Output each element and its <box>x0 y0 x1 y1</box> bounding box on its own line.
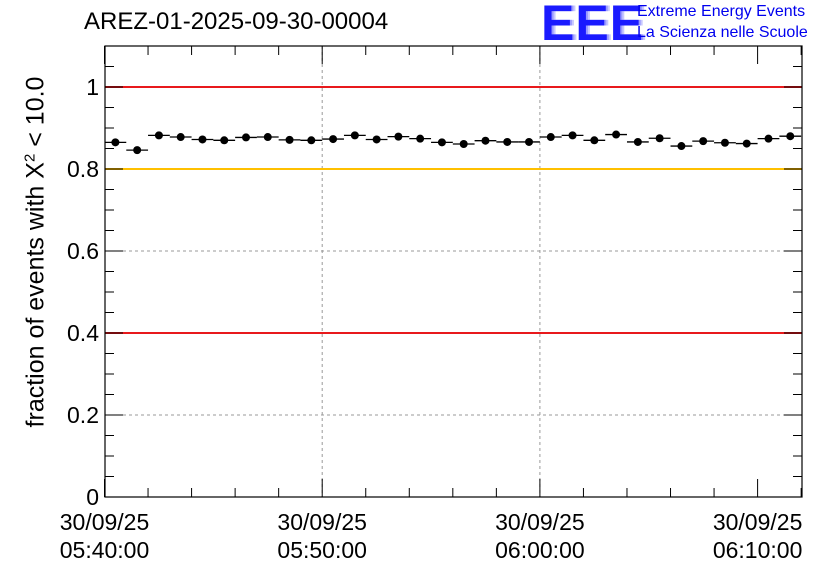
data-point <box>764 134 773 143</box>
data-point <box>481 136 490 145</box>
data-point <box>459 139 468 148</box>
data-point <box>242 133 251 142</box>
data-point <box>546 133 555 142</box>
logo-tagline-1: Extreme Energy Events <box>637 3 806 20</box>
data-point <box>677 142 686 151</box>
y-tick-label: 0.8 <box>67 156 99 182</box>
y-axis-label: fraction of events with X2 < 10.0 <box>21 77 50 428</box>
data-point <box>154 131 163 140</box>
data-point <box>263 133 272 142</box>
x-tick-label-date: 30/09/25 <box>60 509 150 535</box>
x-tick-label-date: 30/09/25 <box>495 509 585 535</box>
y-tick-label: 0 <box>86 484 99 510</box>
y-tick-label: 0.6 <box>67 238 99 264</box>
y-axis-label-superscript: 2 <box>21 153 39 163</box>
data-point <box>329 135 338 144</box>
y-tick-label: 0.2 <box>67 402 99 428</box>
y-axis-label-tail: < 10.0 <box>21 76 50 154</box>
x-tick-label-time: 06:10:00 <box>713 537 803 563</box>
y-tick-label: 0.4 <box>67 320 99 346</box>
data-point <box>525 137 534 146</box>
data-point <box>285 135 294 144</box>
y-axis-label-main: fraction of events with X <box>21 162 50 428</box>
chart-title: AREZ-01-2025-09-30-00004 <box>84 8 389 35</box>
data-point <box>568 131 577 140</box>
data-point <box>503 137 512 146</box>
data-point <box>590 136 599 145</box>
data-point <box>176 133 185 142</box>
data-point <box>111 138 120 147</box>
data-point <box>612 130 621 139</box>
y-tick-label: 1 <box>86 74 99 100</box>
x-tick-label-date: 30/09/25 <box>277 509 367 535</box>
data-point <box>372 135 381 144</box>
plot-frame <box>104 45 803 498</box>
eee-logo: EEE <box>541 0 645 51</box>
data-point <box>742 139 751 148</box>
data-point <box>786 132 795 141</box>
data-point <box>437 138 446 147</box>
data-point <box>198 135 207 144</box>
data-point <box>655 134 664 143</box>
data-point <box>394 132 403 141</box>
data-point <box>220 136 229 145</box>
data-point <box>633 137 642 146</box>
data-point <box>720 138 729 147</box>
x-tick-label-time: 06:00:00 <box>495 537 585 563</box>
data-point <box>699 137 708 146</box>
logo-tagline-2: La Scienza nelle Scuole <box>637 24 808 41</box>
x-tick-label-time: 05:50:00 <box>277 537 367 563</box>
data-point <box>416 134 425 143</box>
x-tick-label-time: 05:40:00 <box>60 537 150 563</box>
data-point <box>133 146 142 155</box>
data-point <box>307 136 316 145</box>
data-point <box>350 131 359 140</box>
x-tick-label-date: 30/09/25 <box>713 509 803 535</box>
